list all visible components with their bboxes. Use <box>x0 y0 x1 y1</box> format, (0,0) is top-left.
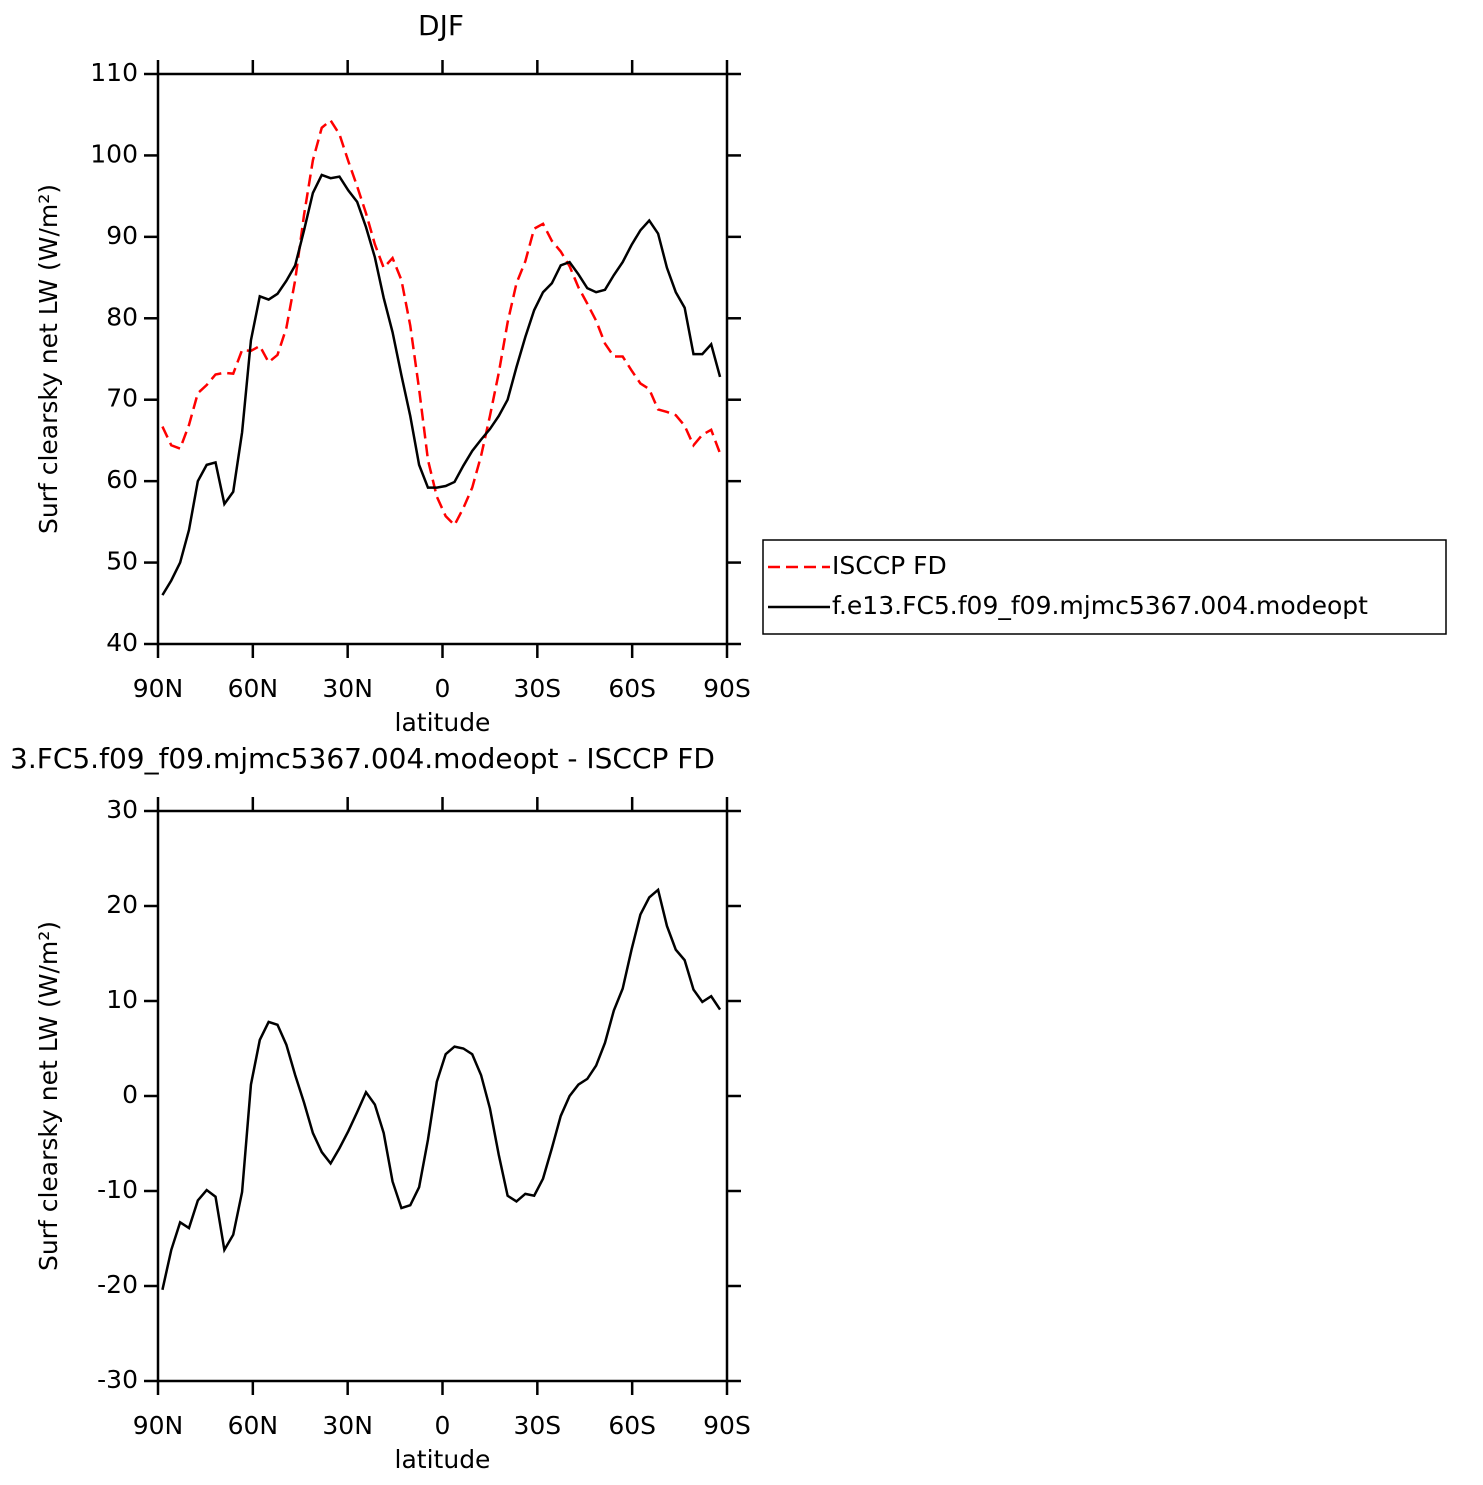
legend-label: f.e13.FC5.f09_f09.mjmc5367.004.modeopt <box>832 591 1368 620</box>
y-tick-label: 60 <box>106 465 138 494</box>
x-tick-label: 90N <box>133 1411 184 1440</box>
x-axis-label: latitude <box>395 708 491 737</box>
x-tick-label: 30S <box>513 674 561 703</box>
data-line <box>161 173 722 596</box>
x-tick-label: 0 <box>435 674 451 703</box>
x-tick-label: 30S <box>513 1411 561 1440</box>
y-tick-label: 30 <box>106 795 138 824</box>
x-axis-label: latitude <box>395 1445 491 1474</box>
data-line <box>161 118 722 528</box>
x-tick-label: 90N <box>133 674 184 703</box>
y-tick-label: 10 <box>106 985 138 1014</box>
y-axis-label: Surf clearsky net LW (W/m²) <box>34 921 63 1271</box>
y-tick-label: -30 <box>97 1365 138 1394</box>
x-tick-label: 90S <box>703 1411 751 1440</box>
y-tick-label: 100 <box>90 139 138 168</box>
y-tick-label: 0 <box>122 1080 138 1109</box>
y-tick-label: 70 <box>106 384 138 413</box>
x-tick-label: 0 <box>435 1411 451 1440</box>
x-tick-label: 30N <box>322 674 373 703</box>
y-tick-label: -10 <box>97 1175 138 1204</box>
y-tick-label: 110 <box>90 58 138 87</box>
x-tick-label: 60N <box>228 674 279 703</box>
x-tick-label: 60N <box>228 1411 279 1440</box>
x-tick-label: 30N <box>322 1411 373 1440</box>
y-tick-label: 90 <box>106 221 138 250</box>
plot-frame <box>156 809 729 1383</box>
x-tick-label: 90S <box>703 674 751 703</box>
legend-label: ISCCP FD <box>832 551 947 580</box>
y-tick-label: -20 <box>97 1270 138 1299</box>
x-tick-label: 60S <box>608 1411 656 1440</box>
y-tick-label: 40 <box>106 628 138 657</box>
y-tick-label: 20 <box>106 890 138 919</box>
x-tick-label: 60S <box>608 674 656 703</box>
plot-frame <box>156 72 729 646</box>
y-tick-label: 80 <box>106 302 138 331</box>
chart-title: DJF <box>418 9 464 42</box>
data-line <box>161 887 722 1291</box>
y-axis-label: Surf clearsky net LW (W/m²) <box>34 184 63 534</box>
legend-box <box>762 539 1447 635</box>
y-tick-label: 50 <box>106 547 138 576</box>
chart-title: 3.FC5.f09_f09.mjmc5367.004.modeopt - ISC… <box>10 742 715 775</box>
